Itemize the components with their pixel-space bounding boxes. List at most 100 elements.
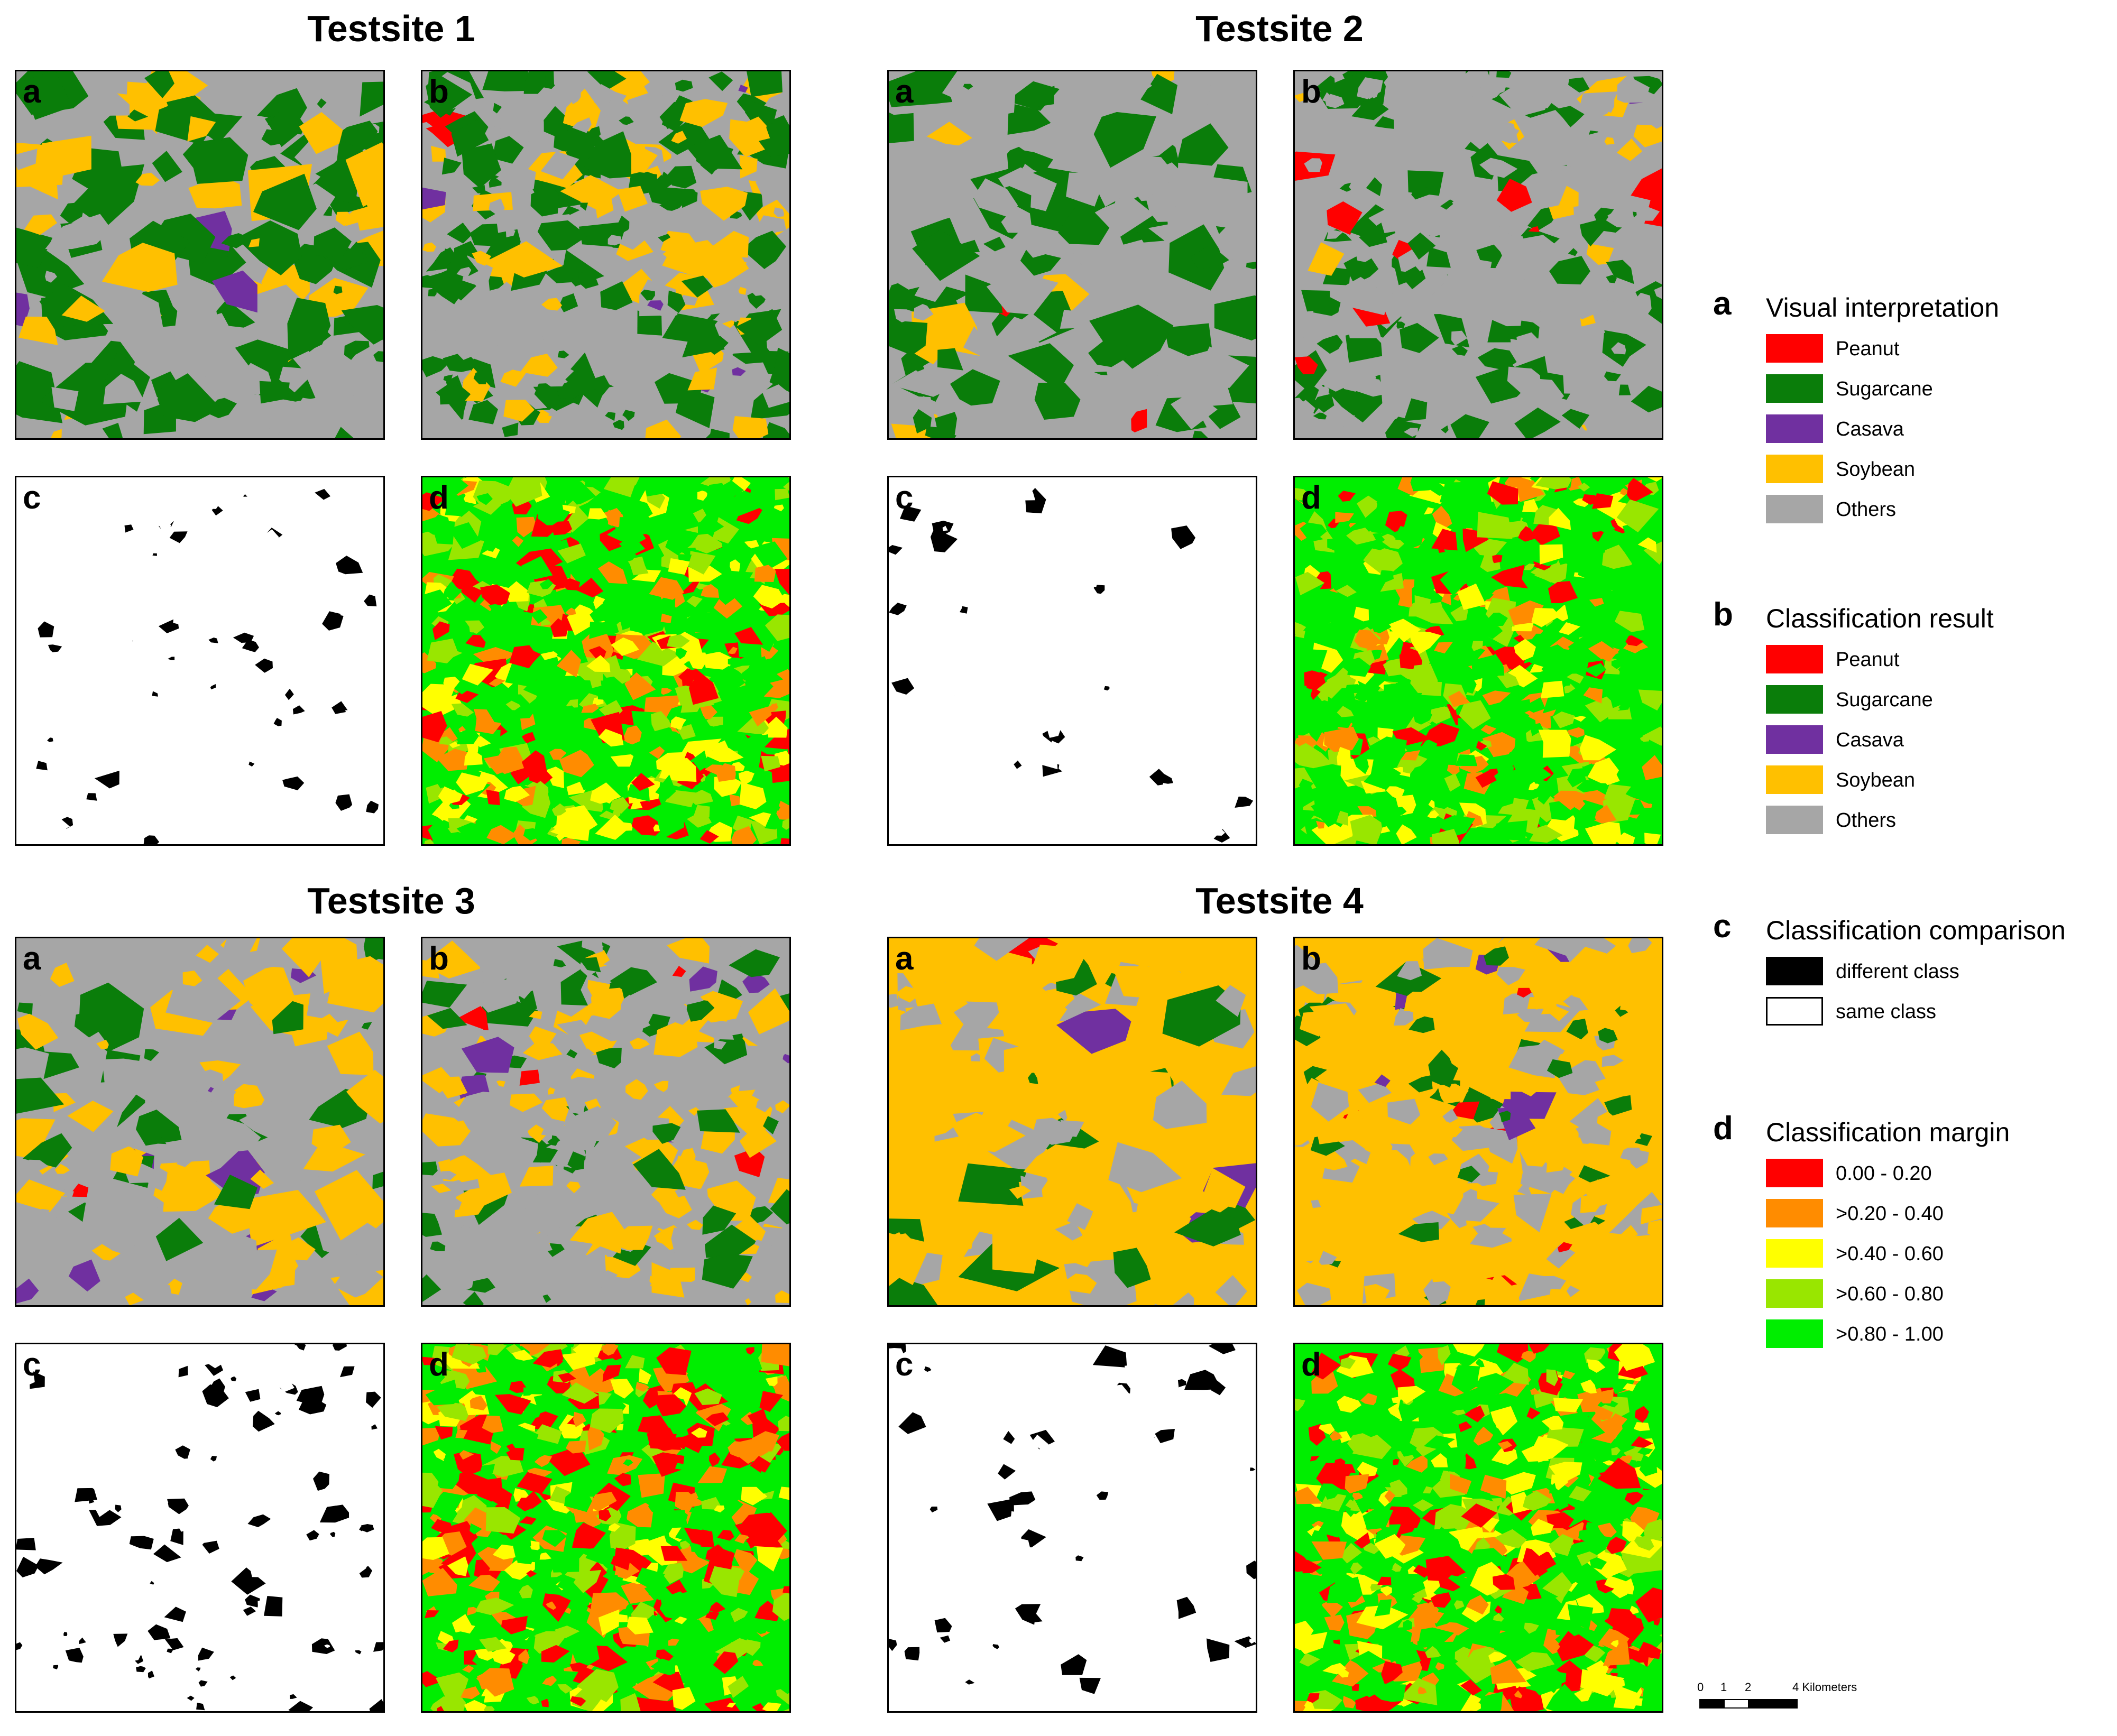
map-patch (257, 574, 263, 578)
map-patch (542, 1530, 567, 1547)
map-patch (99, 1488, 105, 1495)
map-patch (1623, 1383, 1636, 1391)
map-patch (1180, 1538, 1183, 1543)
map-patch (1426, 1179, 1455, 1198)
map-patch (923, 577, 951, 595)
map-patch (1397, 961, 1422, 981)
map-patch (1060, 1120, 1084, 1137)
map-patch (953, 584, 982, 607)
map-patch (1345, 1474, 1369, 1494)
map-patch (733, 665, 750, 675)
map-patch (1529, 782, 1540, 790)
map-patch (1357, 77, 1383, 99)
map-patch (589, 126, 601, 138)
map-patch (1320, 1029, 1351, 1056)
map-patch (687, 367, 717, 391)
map-patch (1295, 686, 1312, 703)
map-patch (1452, 1409, 1466, 1416)
map-patch (604, 363, 651, 393)
map-patch (528, 1409, 558, 1431)
map-patch (777, 669, 789, 681)
map-patch (1596, 1389, 1614, 1403)
map-patch (1295, 601, 1305, 614)
map-patch (259, 381, 290, 404)
map-patch (925, 736, 940, 749)
map-patch (1150, 939, 1229, 988)
site-title-3: Testsite 3 (307, 880, 475, 921)
map-patch (751, 290, 765, 296)
map-patch (1528, 226, 1540, 232)
map-patch (654, 1227, 675, 1247)
map-patch (1079, 1677, 1101, 1694)
map-patch (218, 1373, 224, 1378)
map-patch (1615, 832, 1635, 844)
map-patch (783, 1586, 789, 1594)
map-panel: b (1293, 937, 1663, 1307)
map-patch (1335, 938, 1371, 947)
map-patch (694, 805, 710, 818)
map-patch (278, 1479, 308, 1496)
map-patch (83, 477, 90, 480)
map-patch (178, 1411, 194, 1423)
map-patch (1487, 619, 1515, 647)
map-patch (251, 1489, 282, 1507)
map-patch (965, 274, 1003, 313)
map-patch (433, 1448, 446, 1461)
map-patch (1512, 699, 1531, 714)
map-patch (717, 1529, 734, 1541)
map-patch (1562, 1370, 1576, 1380)
map-patch (653, 1022, 698, 1057)
map-patch (1142, 1627, 1170, 1645)
map-patch (1074, 527, 1086, 536)
map-patch (24, 214, 58, 235)
map-patch (475, 689, 510, 714)
map-patch (426, 74, 473, 118)
map-patch (1589, 598, 1604, 607)
map-patch (917, 704, 927, 717)
map-patch (96, 1039, 109, 1050)
map-patch (1128, 1622, 1135, 1626)
map-patch (771, 1669, 789, 1694)
map-patch (335, 211, 353, 226)
map-patch (940, 1635, 951, 1643)
map-patch (1171, 1396, 1184, 1408)
map-patch (965, 1679, 975, 1685)
map-patch (1404, 991, 1433, 1013)
map-patch (1313, 412, 1327, 420)
map-patch (603, 338, 614, 348)
map-patch (1055, 1221, 1083, 1241)
map-patch (319, 1590, 350, 1615)
legend-label: Peanut (1836, 649, 1900, 671)
map-patch (1186, 528, 1205, 542)
map-patch (151, 1498, 169, 1509)
map-patch (609, 1007, 651, 1035)
map-patch (176, 137, 248, 184)
map-patch (155, 1477, 170, 1489)
map-patch (16, 361, 63, 423)
panel-letter: c (895, 1346, 914, 1383)
map-patch (714, 583, 740, 605)
map-patch (1207, 675, 1225, 690)
map-patch (1243, 546, 1256, 557)
map-patch (431, 514, 450, 528)
map-patch (662, 240, 728, 280)
map-patch (1146, 684, 1177, 698)
map-patch (590, 1408, 624, 1434)
map-patch (222, 827, 236, 836)
map-patch (1431, 529, 1458, 551)
map-patch (889, 545, 903, 555)
map-patch (1234, 1636, 1256, 1648)
map-patch (691, 1542, 702, 1553)
map-patch (320, 644, 336, 655)
map-patch (1588, 641, 1619, 659)
map-patch (1162, 824, 1174, 834)
map-patch (196, 945, 219, 963)
map-patch (667, 957, 677, 964)
map-patch (1601, 1240, 1619, 1259)
map-patch (16, 1077, 65, 1114)
map-patch (198, 717, 225, 731)
map-patch (1394, 1046, 1435, 1074)
map-patch (443, 1639, 459, 1652)
map-patch (939, 1557, 967, 1577)
map-patch (1192, 430, 1208, 438)
